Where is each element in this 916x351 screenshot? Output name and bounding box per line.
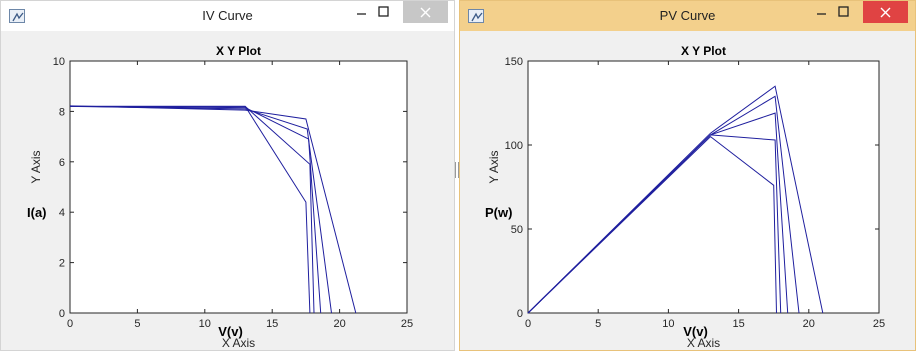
plot-area [527,60,880,314]
close-icon [880,7,891,18]
chart-0-y-tick-label-4: 8 [59,106,65,118]
minimize-icon [357,13,366,15]
plot-area [69,60,408,314]
iv-figure-area: X Y Plot 0 5 10 15 20 25 0 2 4 6 8 10 X Axis Y Axis V(v… [1,31,454,350]
matlab-figure-icon[interactable] [468,9,484,23]
chart-0-x-tick-label-2: 10 [199,318,211,330]
chart-0-series-line-4 [70,105,311,314]
window-divider [455,0,459,351]
chart-1-y-tick-label-3: 150 [505,56,523,68]
iv-minimize-button[interactable] [351,1,373,23]
chart-1-y-annotation: P(w) [485,205,512,220]
chart-1-y-tick-label-1: 50 [511,224,523,236]
chart-0-y-tick-label-3: 6 [59,157,65,169]
pv-window-title: PV Curve [659,8,716,23]
maximize-icon [838,6,849,17]
divider-grip-icon[interactable] [455,162,459,178]
chart-0-y-tick-label-2: 4 [59,207,65,219]
iv-maximize-button[interactable] [373,1,395,23]
chart-1-y-tick-label-0: 0 [517,308,523,320]
chart-1-series-line-0 [527,85,824,314]
minimize-icon [817,13,826,15]
pv-titlebar[interactable]: PV Curve [460,1,915,31]
chart-1-series-line-4 [527,135,777,314]
chart-1-x-axis-label: X Axis [687,336,720,350]
chart-1-x-tick-label-1: 5 [595,318,601,330]
pv-maximize-button[interactable] [833,1,855,23]
chart-1-y-axis-label: Y Axis [487,150,501,183]
chart-0-series-line-1 [69,105,332,314]
chart-0-x-tick-label-0: 0 [67,318,73,330]
iv-chart: X Y Plot 0 5 10 15 20 25 0 2 4 6 8 10 X Axis Y Axis V(v… [27,44,413,350]
matlab-figure-icon[interactable] [9,9,25,23]
iv-close-button[interactable] [403,1,448,23]
pv-figure-area: X Y Plot 0 5 10 15 20 25 0 50 100 150 X Axis Y Axis V… [460,31,915,350]
chart-1-y-tick-label-2: 100 [505,140,523,152]
chart-1-x-tick-label-3: 15 [732,318,744,330]
chart-0-y-tick-label-5: 10 [53,56,65,68]
chart-0-y-axis-label: Y Axis [29,150,43,183]
iv-curve-window: IV Curve X Y Plot 0 5 10 15 20 25 0 2 4 6 8 10 X Axis… [0,0,455,351]
chart-0-y-tick-label-0: 0 [59,308,65,320]
chart-1-x-tick-label-2: 10 [662,318,674,330]
pv-close-button[interactable] [863,1,908,23]
chart-0-x-annotation: V(v) [218,324,243,339]
maximize-icon [378,6,389,17]
chart-0-x-axis-label: X Axis [222,336,255,350]
chart-0-series-line-2 [69,105,322,314]
chart-1-x-tick-label-5: 25 [873,318,885,330]
chart-1-title: X Y Plot [681,44,726,58]
pv-minimize-button[interactable] [811,1,833,23]
chart-1-series-line-3 [527,134,782,314]
chart-1-x-annotation: V(v) [683,324,708,339]
close-icon [420,7,431,18]
chart-0-x-tick-label-3: 15 [266,318,278,330]
pv-chart: X Y Plot 0 5 10 15 20 25 0 50 100 150 X Axis Y Axis V… [485,44,885,350]
iv-titlebar[interactable]: IV Curve [1,1,454,31]
chart-0-x-tick-label-5: 25 [401,318,413,330]
pv-curve-window: PV Curve X Y Plot 0 5 10 15 20 25 0 50 100 150 X Ax… [459,0,916,351]
chart-0-x-tick-label-4: 20 [333,318,345,330]
chart-1-x-tick-label-0: 0 [525,318,531,330]
chart-1-x-tick-label-4: 20 [803,318,815,330]
chart-0-y-annotation: I(a) [27,205,47,220]
chart-0-y-tick-label-1: 2 [59,258,65,270]
chart-0-x-tick-label-1: 5 [134,318,140,330]
iv-window-title: IV Curve [202,8,253,23]
chart-0-title: X Y Plot [216,44,261,58]
